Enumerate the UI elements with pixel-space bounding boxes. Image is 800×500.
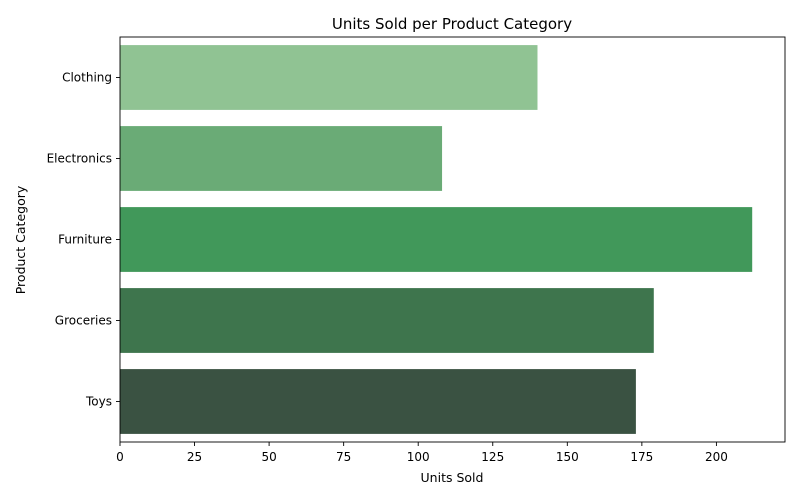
y-tick-label: Toys: [85, 395, 112, 409]
x-tick-label: 0: [116, 450, 124, 464]
plot-frame: [119, 36, 786, 443]
y-axis-ticks: Clothing Electronics Furniture Groceries Toy…: [47, 71, 120, 409]
x-tick-label: 175: [630, 450, 653, 464]
bar-groceries: [120, 288, 654, 353]
bar-clothing: [120, 45, 538, 110]
y-tick-label: Groceries: [55, 314, 112, 328]
bar-toys: [120, 369, 636, 434]
y-tick-label: Furniture: [58, 233, 112, 247]
x-tick-label: 100: [407, 450, 430, 464]
chart-title: Units Sold per Product Category: [332, 15, 572, 33]
bar-furniture: [120, 207, 753, 272]
x-axis-label: Units Sold: [421, 470, 484, 485]
x-tick-label: 150: [556, 450, 579, 464]
x-tick-label: 25: [187, 450, 202, 464]
y-tick-label: Clothing: [62, 71, 112, 85]
x-tick-label: 125: [481, 450, 504, 464]
x-tick-label: 75: [336, 450, 351, 464]
x-axis-ticks: 0 25 50 75 100 125 150 175 200: [116, 442, 728, 464]
bars-group: [120, 45, 753, 434]
y-axis-label: Product Category: [13, 185, 28, 294]
bar-electronics: [120, 126, 443, 191]
x-tick-label: 50: [261, 450, 276, 464]
y-tick-label: Electronics: [47, 152, 112, 166]
x-tick-label: 200: [705, 450, 728, 464]
